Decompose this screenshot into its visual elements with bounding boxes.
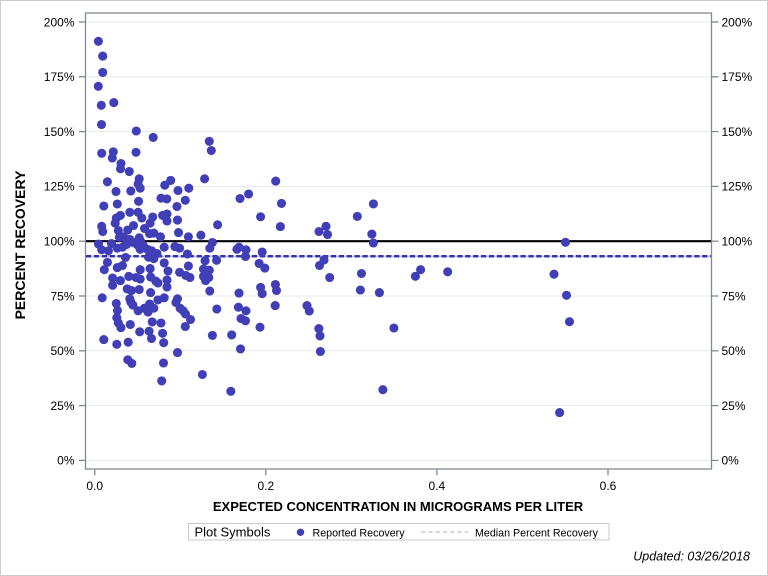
svg-text:125%: 125% bbox=[722, 180, 753, 194]
svg-text:125%: 125% bbox=[44, 180, 75, 194]
svg-text:Median Percent Recovery: Median Percent Recovery bbox=[475, 527, 599, 539]
svg-text:175%: 175% bbox=[722, 70, 753, 84]
svg-text:0.4: 0.4 bbox=[429, 479, 446, 493]
svg-text:25%: 25% bbox=[50, 399, 74, 413]
svg-text:EXPECTED CONCENTRATION IN MICR: EXPECTED CONCENTRATION IN MICROGRAMS PER… bbox=[213, 499, 584, 514]
svg-text:150%: 150% bbox=[722, 125, 753, 139]
svg-text:Updated: 03/26/2018: Updated: 03/26/2018 bbox=[633, 550, 750, 564]
svg-text:25%: 25% bbox=[722, 399, 746, 413]
svg-text:100%: 100% bbox=[44, 235, 75, 249]
svg-text:75%: 75% bbox=[722, 289, 746, 303]
svg-text:100%: 100% bbox=[722, 235, 753, 249]
svg-text:200%: 200% bbox=[722, 15, 753, 29]
svg-text:75%: 75% bbox=[50, 289, 74, 303]
svg-text:0%: 0% bbox=[722, 454, 740, 468]
svg-text:PERCENT RECOVERY: PERCENT RECOVERY bbox=[12, 170, 28, 320]
svg-text:0.2: 0.2 bbox=[257, 479, 274, 493]
svg-text:150%: 150% bbox=[44, 125, 75, 139]
svg-text:0.0: 0.0 bbox=[86, 479, 103, 493]
svg-text:175%: 175% bbox=[44, 70, 75, 84]
svg-text:50%: 50% bbox=[50, 344, 74, 358]
svg-text:0.6: 0.6 bbox=[600, 479, 617, 493]
svg-text:0%: 0% bbox=[57, 454, 75, 468]
svg-text:200%: 200% bbox=[44, 15, 75, 29]
svg-text:Reported Recovery: Reported Recovery bbox=[313, 527, 406, 539]
svg-text:50%: 50% bbox=[722, 344, 746, 358]
svg-text:Plot Symbols: Plot Symbols bbox=[195, 525, 271, 540]
